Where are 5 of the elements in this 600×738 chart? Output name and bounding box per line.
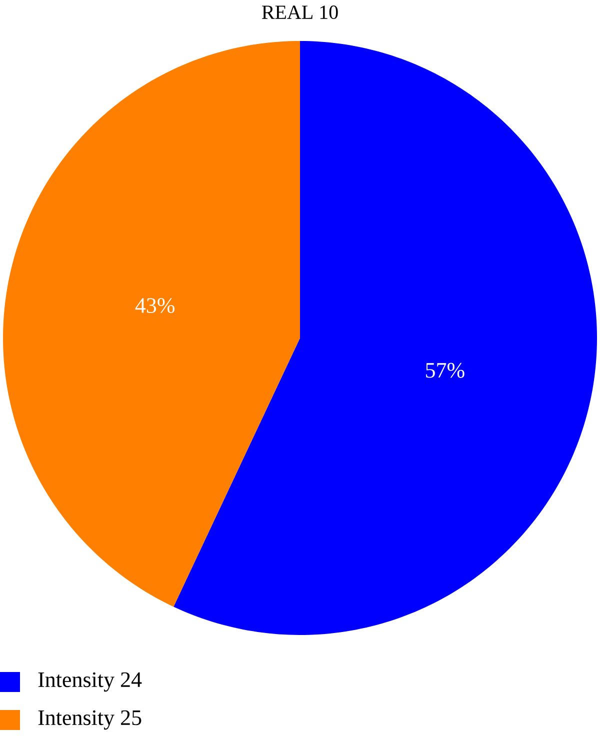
legend-label: Intensity 24 <box>38 672 142 692</box>
data-label: 43% <box>135 298 174 314</box>
legend-label: Intensity 25 <box>38 710 142 730</box>
chart-title: REAL 10 <box>262 6 338 20</box>
data-label: 57% <box>426 362 464 378</box>
